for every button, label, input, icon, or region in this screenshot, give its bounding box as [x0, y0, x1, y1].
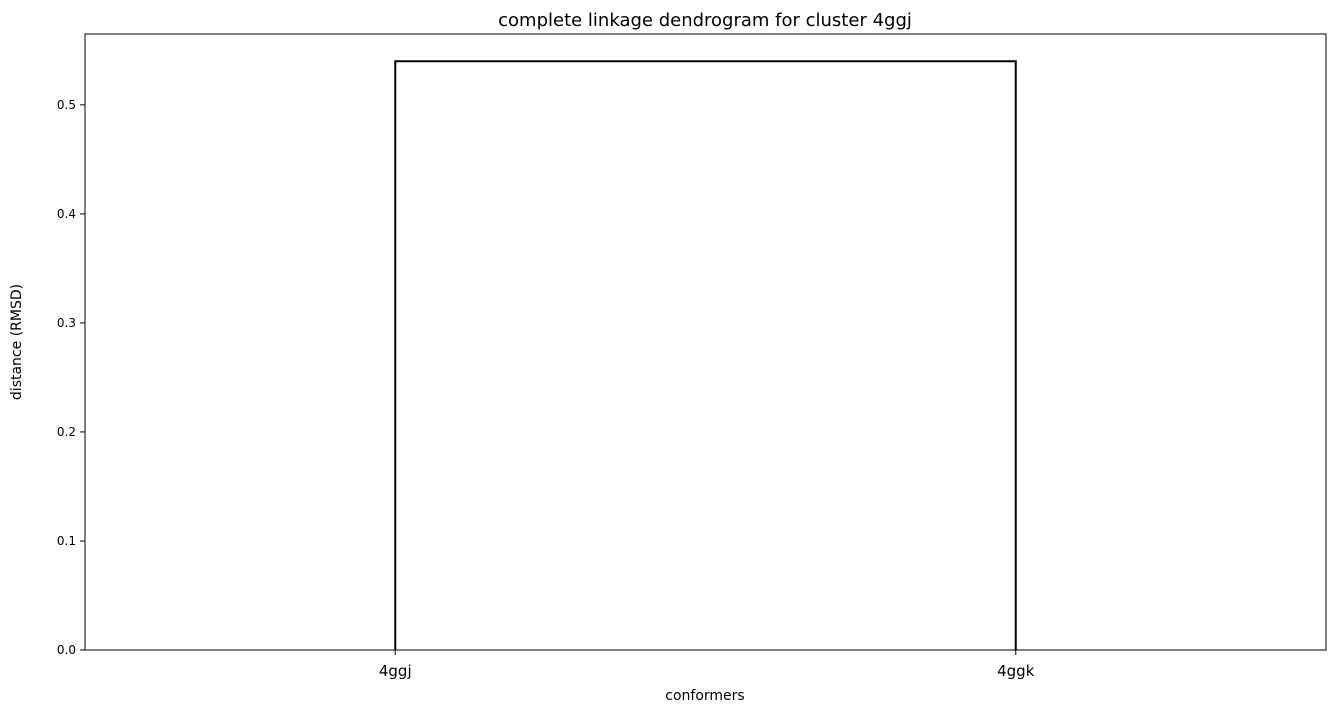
dendrogram-links: [394, 60, 1017, 650]
y-tick-label: 0.3: [57, 316, 76, 330]
x-axis-label: conformers: [665, 688, 744, 704]
y-tick-label: 0.5: [57, 98, 76, 112]
chart-title: complete linkage dendrogram for cluster …: [498, 10, 912, 31]
x-axis-ticks: 4ggj 4ggk: [379, 650, 1035, 680]
plot-frame: [84, 33, 1327, 651]
y-tick-label: 0.4: [57, 207, 76, 221]
y-tick-label: 0.0: [57, 643, 76, 657]
y-tick-label: 0.1: [57, 534, 76, 548]
leaf-label: 4ggk: [997, 662, 1035, 680]
y-axis-label: distance (RMSD): [9, 284, 25, 400]
y-tick-label: 0.2: [57, 425, 76, 439]
dendrogram-link: [394, 60, 1017, 650]
y-axis-ticks: 0.0 0.1 0.2 0.3 0.4 0.5: [57, 98, 85, 657]
leaf-label: 4ggj: [379, 662, 412, 680]
